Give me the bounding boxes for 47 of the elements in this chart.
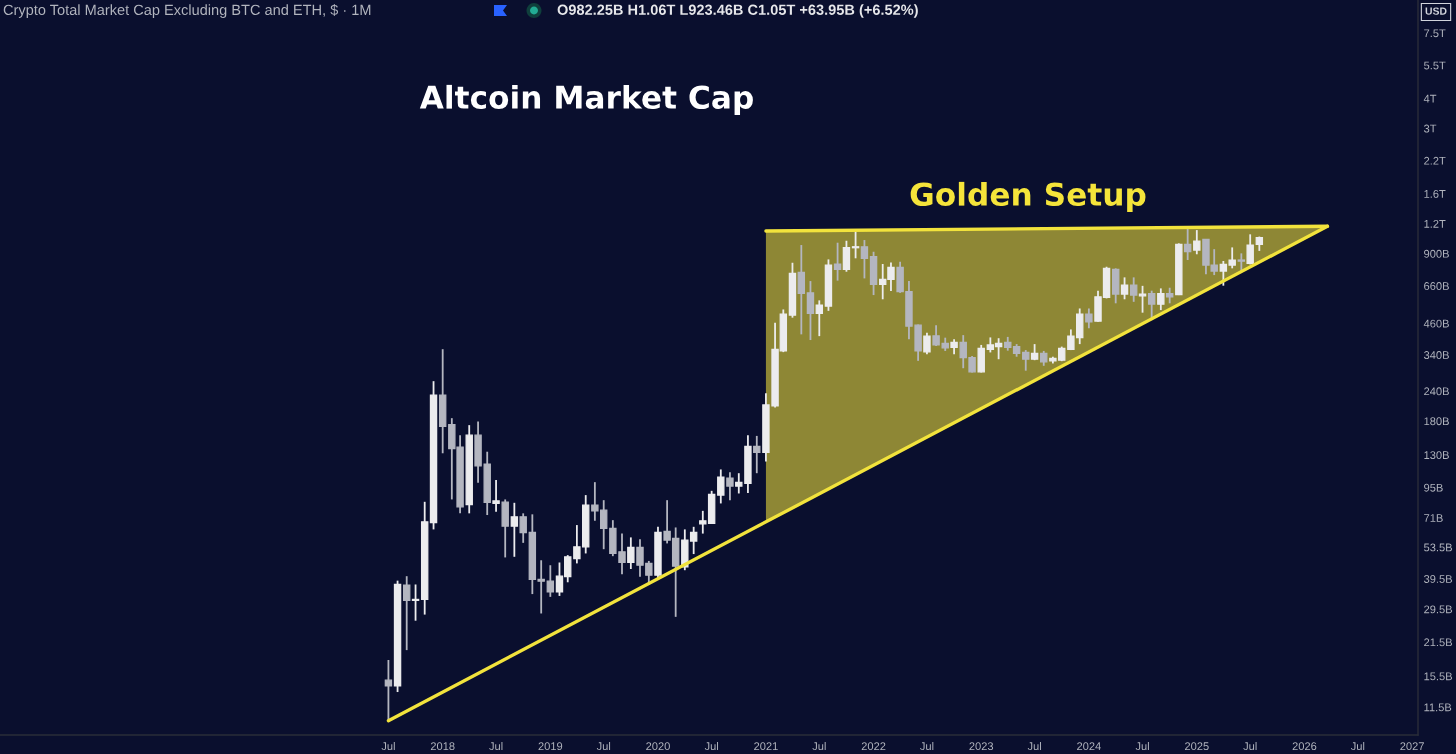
y-tick-label: 340B	[1423, 351, 1449, 359]
x-tick-label: 2025	[1185, 742, 1209, 751]
y-axis-title: USD	[1425, 7, 1447, 15]
x-tick-label: Jul	[920, 741, 934, 751]
y-tick-label: 71B	[1424, 514, 1443, 522]
annotation: O982.25B H1.06T L923.46B C1.05T +63.95B (+6.52%)	[557, 4, 918, 18]
x-tick-label: 2022	[861, 742, 886, 751]
y-tick-label: 39.5B	[1423, 575, 1453, 583]
x-tick-label: Jul	[1027, 741, 1041, 751]
y-tick-label: 180B	[1424, 417, 1449, 426]
x-tick-label: Jul	[381, 741, 395, 751]
x-tick-label: 2019	[538, 742, 563, 751]
y-tick-label: 460B	[1423, 319, 1449, 328]
y-tick-label: 21.5B	[1424, 638, 1453, 647]
y-tick-label: 240B	[1424, 387, 1449, 396]
y-tick-label: 130B	[1424, 451, 1449, 459]
x-tick-label: 2023	[969, 742, 994, 751]
x-tick-label: 2024	[1077, 742, 1101, 751]
x-tick-label: Jul	[812, 741, 826, 751]
text: Altcoin Market Cap	[419, 84, 753, 116]
y-tick-label: 15.5B	[1424, 672, 1453, 681]
y-tick-label: 660B	[1424, 282, 1449, 290]
y-tick-label: 7.5T	[1424, 29, 1446, 38]
x-tick-label: Jul	[1135, 741, 1149, 751]
y-tick-label: 5.5T	[1424, 61, 1446, 70]
y-tick-label: 1.6T	[1424, 189, 1446, 198]
x-tick-label: Jul	[596, 741, 611, 751]
y-tick-label: 11.5B	[1424, 703, 1452, 712]
y-tick-label: 1.2T	[1424, 219, 1446, 228]
y-tick-label: 2.2T	[1424, 156, 1446, 165]
x-tick-label: Jul	[1243, 741, 1257, 751]
chart-subtitle: Crypto Total Market Cap Excluding BTC and ETH, $ · 1M	[3, 4, 371, 18]
x-tick-label: 2018	[430, 742, 455, 751]
x-tick-label: Jul	[489, 741, 503, 751]
y-tick-label: 53.5B	[1424, 543, 1453, 552]
x-tick-label: 2020	[646, 742, 670, 751]
y-tick-label: 29.5B	[1424, 605, 1453, 614]
annotation: Golden Setup	[910, 181, 1146, 213]
y-tick-label: 95B	[1424, 483, 1443, 492]
y-tick-label: 3T	[1423, 124, 1437, 133]
x-tick-label: Jul	[1350, 741, 1365, 751]
y-tick-label: 900B	[1424, 249, 1449, 258]
x-tick-label: 2027	[1400, 742, 1424, 751]
x-tick-label: Jul	[704, 741, 719, 751]
x-tick-label: 2021	[754, 742, 778, 751]
x-tick-label: 2026	[1292, 742, 1317, 751]
y-tick-label: 4T	[1423, 94, 1437, 103]
